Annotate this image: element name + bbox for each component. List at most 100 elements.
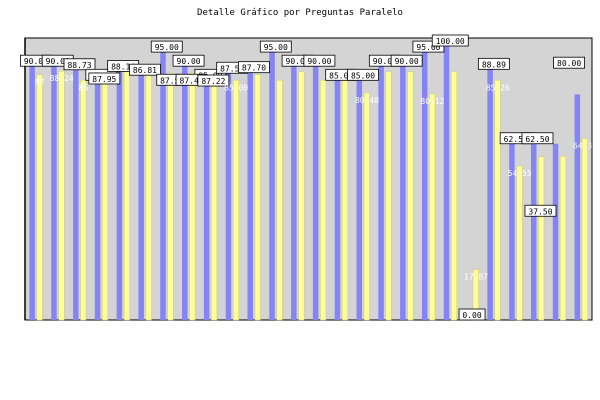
bar-series-2 [320,80,327,321]
data-label-series-1: 88.14 [111,62,135,71]
x-tick-label: 6 [143,322,148,331]
bar-series-1 [51,66,57,320]
bar-series-2 [254,74,261,321]
bar-series-1 [247,72,253,320]
bar-series-1 [29,66,35,320]
x-tick-label: 10 [227,322,237,331]
data-label-series-1: 90.00 [286,57,310,66]
data-label-series-2-box [197,74,230,87]
data-label-series-1: 95.00 [155,43,179,52]
bar-series-1 [269,52,275,320]
chart-title: Detalle Gráfico por Preguntas Paralelo [197,8,403,18]
data-label-series-1-box [347,68,379,81]
x-tick-label: 5 [121,322,126,331]
bar-series-2 [36,74,43,321]
data-label-series-1: 86.81 [133,66,157,75]
bar-series-2 [429,93,436,321]
y-tick-label: 50 [9,175,19,184]
data-label-series-1: 62.50 [525,135,549,144]
x-tick-label: 11 [249,322,259,331]
bar-series-2 [123,71,130,321]
data-label-series-1-box [431,34,469,47]
x-tick-label: 7 [164,322,169,331]
x-tick-label: 4 [99,322,104,331]
x-tick-label: 15 [336,322,346,331]
data-label-series-1-box [521,132,554,145]
data-label-series-2: 87.22 [201,77,225,86]
data-label-series-1-box [150,40,183,53]
bar-series-1 [530,143,537,320]
x-tick-label: 19 [424,322,434,331]
x-tick-label: 8 [186,322,191,331]
data-label-series-1: 87.70 [242,64,266,73]
data-label-series-1: 95.00 [264,43,288,52]
data-label-series-1: 85.00 [351,71,375,80]
data-label-series-2: 17.87 [464,273,488,282]
data-label-series-1-box [458,308,486,321]
data-label-extra-box [553,56,585,69]
bar-series-1 [378,66,384,320]
bar-series-1 [421,52,428,320]
data-label-series-1: 95.00 [416,43,440,52]
data-label-series-1: 88.89 [482,60,506,69]
x-tick-label: 9 [208,322,213,331]
data-label-series-1: 87.50 [220,64,244,73]
data-label-series-2: 87.5 [160,76,179,85]
bar-series-2 [516,165,523,321]
bar-series-1 [552,143,559,320]
bar-series-1 [356,80,363,320]
bar-series-1 [138,75,144,320]
data-label-series-1: 90.00 [24,57,48,66]
bar-series-2 [102,71,109,321]
bar-series-1 [400,66,406,320]
bar-series-1 [203,80,210,320]
bar-series-1 [291,66,297,320]
bar-series-2 [385,71,392,321]
data-label-series-1: 90.00 [307,57,331,66]
bar-series-1 [116,71,123,321]
x-tick-label: 25 [554,322,564,331]
bar-series-2 [276,80,283,321]
bar-series-2 [211,73,218,321]
data-label-series-1: 85.00 [329,71,353,80]
data-label-series-2: 87 [35,78,45,87]
bar-series-1 [574,94,581,321]
data-label-series-2: 87.95 [92,75,116,84]
x-tick-label: 21 [467,322,477,331]
bar-series-1 [487,69,493,320]
data-label-series-2: 85 [79,83,89,92]
x-tick-label: 2 [55,322,60,331]
data-label-series-2: 80.12 [420,97,444,106]
data-label-series-2: 80.48 [355,96,379,105]
data-label-series-1-box [477,57,510,70]
data-label-series-1-box [259,40,292,53]
x-tick-label: 16 [358,322,368,331]
bar-series-2 [581,138,588,321]
x-tick-label: 3 [77,322,82,331]
data-label-series-1-box [412,40,445,53]
data-label-series-1: 90.00 [177,57,201,66]
bar-series-1 [160,52,166,320]
data-label-series-1-box [303,54,336,67]
data-label-series-1: 90.00 [395,57,419,66]
bar-series-2 [145,73,152,321]
bar-series-2 [232,80,239,321]
x-tick-label: 26 [576,322,586,331]
data-label-series-1: 0.00 [462,311,481,320]
data-label-series-1-box [63,58,96,71]
bar-series-2 [298,71,305,321]
bar-series-2 [342,80,348,321]
data-label-series-1-box [129,63,161,76]
data-label-series-1-box [172,54,205,67]
bar-series-1 [182,66,188,320]
data-label-series-1: 90.00 [46,57,70,66]
data-label-series-2: 85.00 [224,83,248,92]
bar-series-2 [494,80,501,321]
data-label-series-1: 100.00 [436,37,465,46]
data-label-series-1: 62.50 [504,135,528,144]
bar-series-2 [538,156,545,321]
data-label-series-1-box [238,61,270,74]
x-tick-label: 17 [380,322,390,331]
x-tick-label: 18 [402,322,412,331]
